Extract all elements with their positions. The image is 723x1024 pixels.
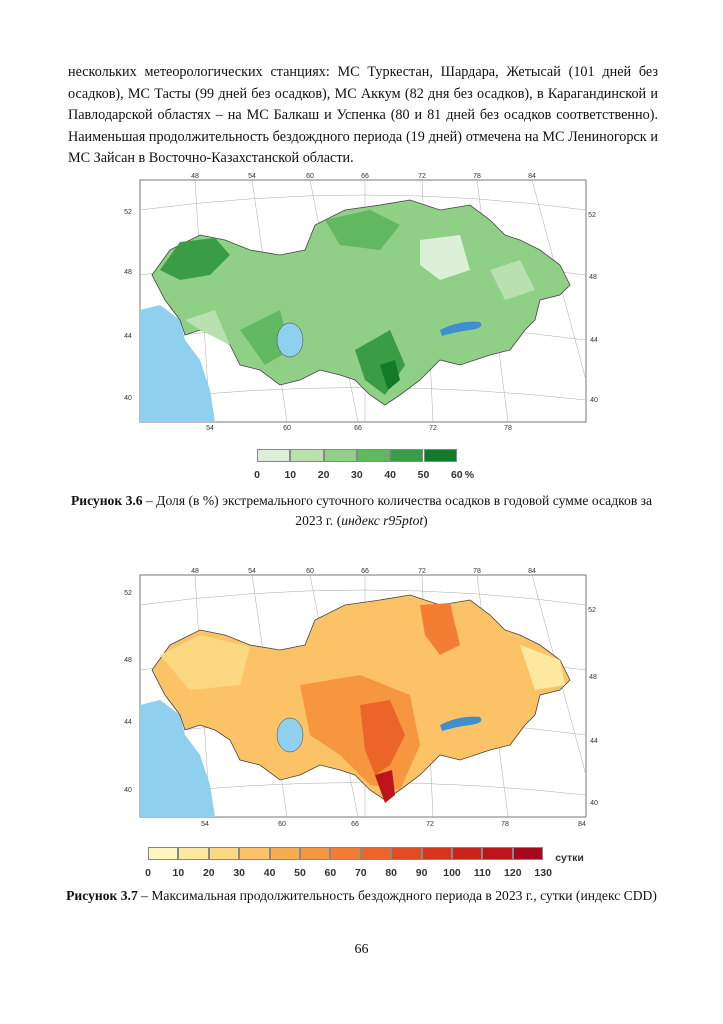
legend-swatch bbox=[148, 847, 179, 860]
graticule-label: 84 bbox=[528, 568, 536, 575]
graticule-label: 40 bbox=[590, 397, 598, 404]
legend-label: 50 bbox=[417, 469, 430, 481]
legend-swatch bbox=[208, 847, 240, 860]
graticule-label: 52 bbox=[124, 590, 132, 597]
graticule-label: 72 bbox=[418, 173, 426, 180]
legend-label: 10 bbox=[284, 469, 297, 481]
legend-label: 120 bbox=[504, 867, 522, 879]
graticule-label: 72 bbox=[426, 821, 434, 828]
legend-swatch bbox=[421, 847, 452, 860]
graticule-label: 54 bbox=[206, 425, 214, 432]
graticule-label: 48 bbox=[191, 173, 199, 180]
legend-swatch bbox=[482, 847, 513, 860]
graticule-label: 54 bbox=[201, 821, 209, 828]
legend-label: 50 bbox=[294, 867, 306, 879]
graticule-label: 52 bbox=[588, 607, 596, 614]
legend-label: 110 bbox=[473, 867, 491, 879]
legend-label: 10 bbox=[172, 867, 185, 879]
graticule-label: 48 bbox=[191, 568, 199, 575]
graticule-label: 48 bbox=[124, 657, 132, 664]
graticule-label: 48 bbox=[589, 274, 597, 281]
legend-swatch bbox=[323, 449, 357, 462]
graticule-label: 60 bbox=[278, 821, 286, 828]
legend-label: 60 bbox=[450, 469, 463, 481]
graticule-label: 44 bbox=[590, 337, 598, 344]
legend-swatch bbox=[269, 847, 300, 860]
graticule-label: 40 bbox=[124, 395, 132, 402]
legend-label: 100 bbox=[443, 867, 461, 879]
graticule-label: 48 bbox=[124, 269, 132, 276]
graticule-label: 52 bbox=[124, 209, 132, 216]
graticule-label: 60 bbox=[306, 568, 314, 575]
legend-label: 130 bbox=[534, 867, 552, 879]
graticule-label: 66 bbox=[361, 173, 369, 180]
graticule-label: 66 bbox=[351, 821, 359, 828]
map-r95ptot: 48 54 60 66 72 78 84 52 48 44 40 52 48 44 40 54 60 66 72 78 bbox=[124, 173, 598, 432]
graticule-label: 72 bbox=[418, 568, 426, 575]
legend-swatch bbox=[391, 847, 422, 860]
caption: Рисунок 3.6 – Доля (в %) экстремального … bbox=[60, 491, 663, 531]
legend-swatch bbox=[257, 449, 291, 462]
graticule-label: 44 bbox=[590, 738, 598, 745]
caption-index: индекс r95ptot bbox=[341, 513, 424, 528]
caption: Рисунок 3.7 – Максимальная продолжительн… bbox=[60, 886, 663, 906]
graticule-label: 60 bbox=[306, 173, 314, 180]
graticule-label: 54 bbox=[248, 568, 256, 575]
page-number: 66 bbox=[354, 942, 369, 957]
graticule-label: 84 bbox=[578, 821, 586, 828]
caption-text: – Максимальная продолжительность бездожд… bbox=[137, 888, 657, 903]
graticule-label: 52 bbox=[588, 212, 596, 219]
legend-swatch bbox=[178, 847, 209, 860]
legend-swatch bbox=[300, 847, 331, 860]
caption-label: Рисунок 3.6 bbox=[70, 493, 143, 508]
legend-swatch bbox=[239, 847, 270, 860]
caption-text: – Доля (в %) экстремального суточного ко… bbox=[142, 493, 653, 528]
legend-swatch bbox=[423, 449, 457, 462]
legend-swatch bbox=[390, 449, 424, 462]
graticule-label: 40 bbox=[590, 800, 598, 807]
legend-label: 20 bbox=[317, 469, 330, 481]
graticule-label: 78 bbox=[473, 173, 481, 180]
legend-label: 90 bbox=[415, 867, 428, 879]
graticule-label: 48 bbox=[589, 674, 597, 681]
graticule-label: 78 bbox=[501, 821, 509, 828]
graticule-label: 44 bbox=[124, 333, 132, 340]
legend-swatch bbox=[512, 847, 544, 860]
graticule-label: 66 bbox=[354, 425, 362, 432]
legend-label: 30 bbox=[233, 867, 246, 879]
graticule-label: 66 bbox=[361, 568, 369, 575]
legend-label: 80 bbox=[385, 867, 398, 879]
legend-swatch bbox=[290, 449, 324, 462]
graticule-label: 72 bbox=[429, 425, 437, 432]
legend-label: 30 bbox=[351, 469, 363, 481]
caption-close: ) bbox=[423, 513, 428, 528]
legend-swatch bbox=[360, 847, 392, 860]
legend-label: 0 bbox=[145, 867, 151, 879]
legend-swatch bbox=[330, 847, 361, 860]
graticule-label: 44 bbox=[124, 719, 132, 726]
legend-label: 60 bbox=[324, 867, 337, 879]
graticule-label: 40 bbox=[124, 787, 132, 794]
map-cdd: 48 54 60 66 72 78 84 52 48 44 40 52 48 44 40 54 60 66 72 78… bbox=[124, 568, 598, 828]
legend-unit: сутки bbox=[555, 852, 584, 864]
legend-label: 40 bbox=[263, 867, 276, 879]
graticule-label: 84 bbox=[528, 173, 536, 180]
legend-label: 20 bbox=[202, 867, 215, 879]
paragraph: нескольких метеорологических станциях: М… bbox=[68, 64, 658, 167]
caption-label: Рисунок 3.7 bbox=[66, 888, 138, 903]
graticule-label: 60 bbox=[283, 425, 291, 432]
graticule-label: 54 bbox=[248, 173, 256, 180]
legend-label: 0 bbox=[254, 469, 260, 481]
graticule-label: 78 bbox=[473, 568, 481, 575]
graticule-label: 78 bbox=[504, 425, 512, 432]
legend-unit: % bbox=[464, 469, 475, 481]
legend-swatch bbox=[452, 847, 483, 860]
legend-label: 70 bbox=[354, 867, 367, 879]
legend-swatch bbox=[356, 449, 391, 462]
legend-label: 40 bbox=[384, 469, 397, 481]
